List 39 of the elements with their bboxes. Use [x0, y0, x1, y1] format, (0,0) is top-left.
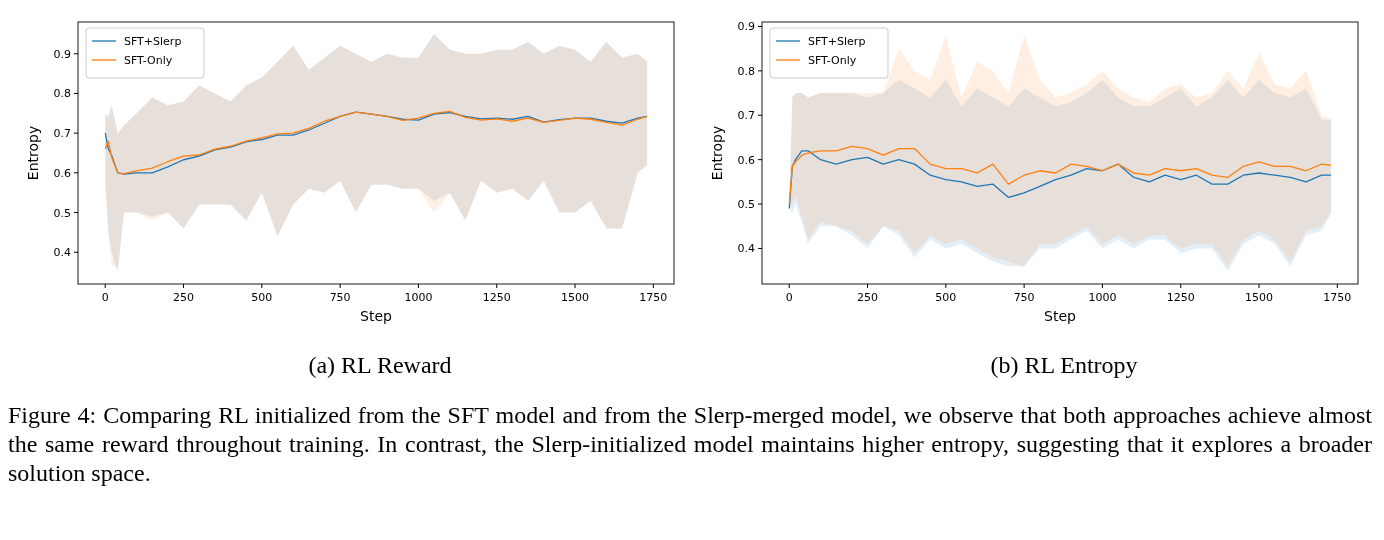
- x-tick-label: 1250: [1166, 291, 1195, 304]
- x-tick-label: 500: [935, 291, 957, 304]
- x-tick-label: 1750: [639, 291, 668, 304]
- caption: Figure 4: Comparing RL initialized from the SFT model and from the Slerp-merged model, we observe that both approaches achieve almost the same reward throughout training. In contrast, the Slerp-initialized model maintains higher entropy, suggesting that it explores a broader solution space.: [8, 401, 1372, 488]
- y-tick-label: 0.8: [737, 64, 755, 78]
- y-tick-label: 0.5: [53, 206, 71, 220]
- x-tick-label: 0: [101, 291, 109, 304]
- y-tick-label: 0.9: [737, 20, 755, 34]
- y-tick-label: 0.8: [53, 87, 71, 101]
- x-tick-label: 0: [785, 291, 793, 304]
- x-tick-label: 1500: [561, 291, 590, 304]
- y-tick-label: 0.5: [737, 198, 755, 212]
- y-tick-label: 0.6: [53, 166, 71, 180]
- text: (b) RL Entropy: [989, 352, 1139, 379]
- y-axis-title: Entropy: [25, 125, 41, 181]
- legend-label: SFT-Only: [124, 54, 173, 67]
- y-tick-label: 0.9: [53, 47, 71, 61]
- x-tick-label: 1500: [1245, 291, 1274, 304]
- x-axis-title: Step: [360, 308, 393, 324]
- x-tick-label: 250: [173, 291, 195, 304]
- y-tick-label: 0.6: [737, 153, 755, 167]
- x-axis-title: Step: [1044, 308, 1077, 324]
- y-tick-label: 0.7: [737, 109, 755, 123]
- x-tick-label: 1250: [482, 291, 511, 304]
- legend-label: SFT+Slerp: [124, 35, 182, 48]
- x-tick-label: 500: [251, 291, 273, 304]
- y-tick-label: 0.7: [53, 127, 71, 141]
- x-tick-label: 1000: [404, 291, 433, 304]
- y-tick-label: 0.4: [53, 246, 71, 260]
- x-tick-label: 1000: [1088, 291, 1117, 304]
- x-tick-label: 1750: [1323, 291, 1352, 304]
- y-axis-title: Entropy: [709, 125, 725, 181]
- x-tick-label: 250: [857, 291, 879, 304]
- legend-label: SFT+Slerp: [808, 35, 866, 48]
- x-tick-label: 750: [1013, 291, 1035, 304]
- text: (a) RL Reward: [307, 352, 453, 379]
- x-tick-label: 750: [329, 291, 351, 304]
- y-tick-label: 0.4: [737, 242, 755, 256]
- legend-label: SFT-Only: [808, 54, 857, 67]
